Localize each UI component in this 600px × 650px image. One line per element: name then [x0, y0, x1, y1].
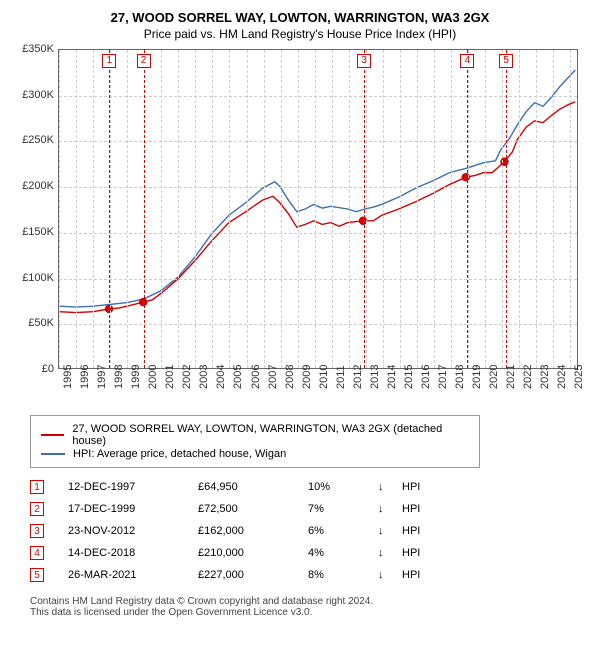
event-line-label: 2	[137, 54, 151, 68]
x-tick-label: 2001	[164, 365, 176, 389]
event-date: 23-NOV-2012	[68, 525, 188, 537]
x-tick-label: 2011	[335, 365, 347, 389]
x-tick-label: 2018	[454, 365, 466, 389]
event-date: 14-DEC-2018	[68, 547, 188, 559]
x-tick-label: 1995	[62, 365, 74, 389]
down-arrow-icon: ↓	[378, 503, 392, 515]
footer-line-1: Contains HM Land Registry data © Crown c…	[30, 596, 590, 607]
event-number-badge: 4	[30, 546, 44, 560]
y-tick-label: £300K	[22, 89, 54, 101]
event-row: 1 12-DEC-1997 £64,950 10% ↓ HPI	[30, 476, 590, 498]
down-arrow-icon: ↓	[378, 481, 392, 493]
x-tick-label: 2020	[488, 365, 500, 389]
x-tick-label: 1998	[113, 365, 125, 389]
event-line-label: 1	[102, 54, 116, 68]
x-tick-label: 2004	[215, 365, 227, 389]
x-tick-label: 2024	[556, 365, 568, 389]
event-pct: 4%	[308, 547, 368, 559]
down-arrow-icon: ↓	[378, 525, 392, 537]
event-price: £210,000	[198, 547, 298, 559]
x-tick-label: 2009	[301, 365, 313, 389]
event-ref: HPI	[402, 481, 420, 493]
event-row: 4 14-DEC-2018 £210,000 4% ↓ HPI	[30, 542, 590, 564]
x-tick-label: 2016	[420, 365, 432, 389]
event-price: £227,000	[198, 569, 298, 581]
x-tick-label: 2003	[198, 365, 210, 389]
chart-title: 27, WOOD SORREL WAY, LOWTON, WARRINGTON,…	[10, 10, 590, 25]
x-tick-label: 2023	[539, 365, 551, 389]
x-tick-label: 2010	[318, 365, 330, 389]
chart-subtitle: Price paid vs. HM Land Registry's House …	[10, 27, 590, 41]
event-pct: 8%	[308, 569, 368, 581]
x-tick-label: 2015	[403, 365, 415, 389]
event-ref: HPI	[402, 503, 420, 515]
event-date: 12-DEC-1997	[68, 481, 188, 493]
y-tick-label: £0	[42, 363, 54, 375]
series-property	[59, 102, 575, 313]
x-tick-label: 1999	[130, 365, 142, 389]
event-date: 26-MAR-2021	[68, 569, 188, 581]
down-arrow-icon: ↓	[378, 569, 392, 581]
x-tick-label: 2012	[352, 365, 364, 389]
y-tick-label: £50K	[28, 317, 54, 329]
x-tick-label: 2014	[386, 365, 398, 389]
event-pct: 10%	[308, 481, 368, 493]
series-hpi	[59, 70, 575, 307]
event-line-label: 4	[460, 54, 474, 68]
x-tick-label: 2005	[232, 365, 244, 389]
event-pct: 6%	[308, 525, 368, 537]
x-tick-label: 2008	[284, 365, 296, 389]
event-row: 2 17-DEC-1999 £72,500 7% ↓ HPI	[30, 498, 590, 520]
x-tick-label: 1997	[96, 365, 108, 389]
x-tick-label: 2022	[522, 365, 534, 389]
event-price: £64,950	[198, 481, 298, 493]
y-tick-label: £150K	[22, 226, 54, 238]
legend-swatch	[41, 453, 65, 455]
plot-area: 1 2 3 4 5	[58, 49, 578, 369]
x-tick-label: 1996	[79, 365, 91, 389]
y-tick-label: £250K	[22, 134, 54, 146]
x-tick-label: 2000	[147, 365, 159, 389]
x-tick-label: 2021	[505, 365, 517, 389]
x-tick-label: 2013	[369, 365, 381, 389]
event-line-label: 5	[499, 54, 513, 68]
event-number-badge: 5	[30, 568, 44, 582]
y-tick-label: £200K	[22, 180, 54, 192]
event-row: 5 26-MAR-2021 £227,000 8% ↓ HPI	[30, 564, 590, 586]
event-date: 17-DEC-1999	[68, 503, 188, 515]
x-tick-label: 2006	[250, 365, 262, 389]
event-line-label: 3	[357, 54, 371, 68]
legend-label: 27, WOOD SORREL WAY, LOWTON, WARRINGTON,…	[72, 423, 469, 447]
events-table: 1 12-DEC-1997 £64,950 10% ↓ HPI 2 17-DEC-1999 £7…	[30, 476, 590, 586]
x-tick-label: 2007	[267, 365, 279, 389]
x-tick-label: 2017	[437, 365, 449, 389]
y-axis-labels: £0£50K£100K£150K£200K£250K£300K£350K	[10, 49, 58, 369]
event-ref: HPI	[402, 547, 420, 559]
event-number-badge: 1	[30, 480, 44, 494]
event-row: 3 23-NOV-2012 £162,000 6% ↓ HPI	[30, 520, 590, 542]
x-tick-label: 2019	[471, 365, 483, 389]
legend-box: 27, WOOD SORREL WAY, LOWTON, WARRINGTON,…	[30, 415, 480, 468]
footer-line-2: This data is licensed under the Open Gov…	[30, 607, 590, 618]
event-price: £162,000	[198, 525, 298, 537]
down-arrow-icon: ↓	[378, 547, 392, 559]
chart-svg	[59, 50, 577, 368]
event-ref: HPI	[402, 569, 420, 581]
x-tick-label: 2002	[181, 365, 193, 389]
legend-swatch	[41, 434, 64, 436]
y-tick-label: £350K	[22, 43, 54, 55]
x-axis-labels: 1995199619971998199920002001200220032004…	[58, 371, 578, 411]
event-price: £72,500	[198, 503, 298, 515]
x-tick-label: 2025	[573, 365, 585, 389]
chart-area: £0£50K£100K£150K£200K£250K£300K£350K 123…	[10, 49, 590, 409]
legend-item: HPI: Average price, detached house, Wiga…	[41, 448, 469, 460]
event-number-badge: 3	[30, 524, 44, 538]
legend-item: 27, WOOD SORREL WAY, LOWTON, WARRINGTON,…	[41, 423, 469, 447]
event-pct: 7%	[308, 503, 368, 515]
y-tick-label: £100K	[22, 272, 54, 284]
event-number-badge: 2	[30, 502, 44, 516]
legend-label: HPI: Average price, detached house, Wiga…	[73, 448, 286, 460]
event-ref: HPI	[402, 525, 420, 537]
footer-text: Contains HM Land Registry data © Crown c…	[30, 596, 590, 618]
